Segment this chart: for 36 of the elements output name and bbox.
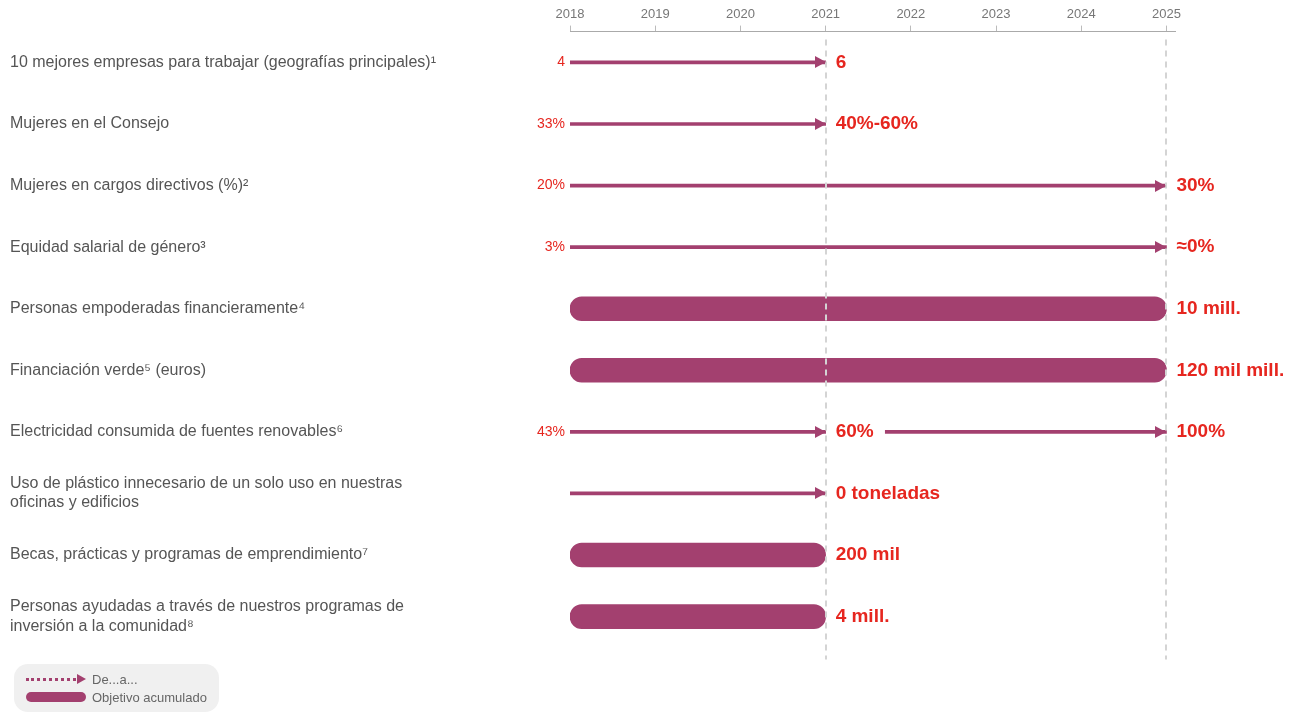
legend-label: De...a...	[92, 671, 138, 687]
legend-label: Objetivo acumulado	[92, 689, 207, 705]
x-tick-label: 2024	[1066, 6, 1096, 22]
y-tick-label: Mujeres en el Consejo	[10, 114, 170, 132]
annotation: 60%	[835, 420, 874, 442]
x-tick-label: 2022	[896, 6, 926, 22]
annotation: 4	[557, 53, 566, 70]
y-tick-label: 10 mejores empresas para trabajar (geografías principales)¹	[10, 52, 436, 70]
y-tick-label: Equidad salarial de género³	[10, 237, 207, 255]
annotation: 0 toneladas	[835, 481, 941, 503]
y-tick-label: Becas, prácticas y programas de emprendimiento⁷	[10, 545, 369, 563]
annotation: 43%	[536, 422, 565, 439]
annotation: 40%-60%	[835, 112, 919, 134]
annotation: 33%	[536, 114, 565, 131]
y-tick-label: Uso de plástico innecesario de un solo uso en nuestras oficinas y edificios	[10, 474, 403, 511]
annotation: 10 mill.	[1176, 296, 1241, 318]
y-tick-label: Personas empoderadas financieramente⁴	[10, 299, 306, 317]
x-tick-label: 2025	[1152, 6, 1181, 22]
y-tick-label: Mujeres en cargos directivos (%)²	[10, 175, 249, 193]
annotation: 4 mill.	[835, 604, 890, 626]
annotation: 3%	[544, 237, 565, 254]
x-tick-label: 2019	[640, 6, 670, 22]
annotation: 30%	[1176, 173, 1215, 195]
annotation: 20%	[536, 176, 565, 193]
annotation: 120 mil mill.	[1176, 358, 1285, 380]
annotation: ≈0%	[1176, 235, 1215, 257]
annotation: 6	[835, 50, 847, 72]
annotation: 100%	[1176, 420, 1226, 442]
annotation: 200 mil	[835, 543, 901, 565]
y-tick-label: Electricidad consumida de fuentes renovables⁶	[10, 422, 343, 440]
x-tick-label: 2023	[981, 6, 1011, 22]
y-tick-label: Personas ayudadas a través de nuestros programas de inversión a la comunidad⁸	[10, 597, 405, 634]
x-tick-label: 2018	[555, 6, 585, 22]
x-tick-label: 2020	[725, 6, 755, 22]
x-tick-label: 2021	[811, 6, 841, 22]
y-tick-label: Financiación verde⁵ (euros)	[10, 360, 207, 378]
